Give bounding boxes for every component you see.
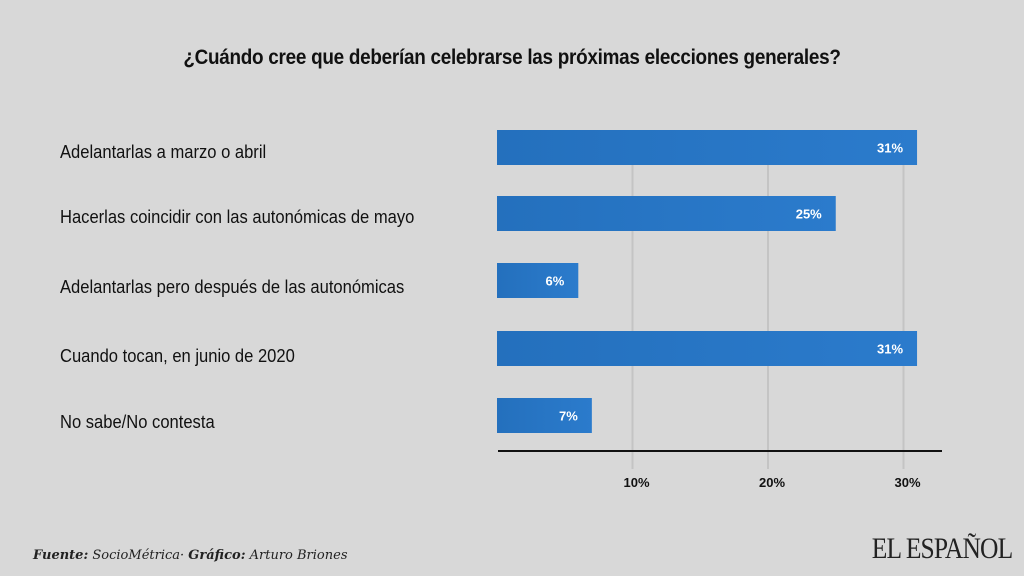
bar: [497, 196, 836, 231]
bar: [497, 263, 579, 298]
category-label: Hacerlas coincidir con las autonómicas d…: [60, 207, 415, 227]
x-tick-label: 20%: [759, 475, 785, 490]
category-label: Adelantarlas pero después de las autonóm…: [60, 277, 405, 297]
bar-value-label: 31%: [877, 342, 903, 357]
x-tick-label: 10%: [623, 475, 649, 490]
category-label: Cuando tocan, en junio de 2020: [60, 346, 295, 366]
x-tick-label: 30%: [894, 475, 920, 490]
bar: [497, 130, 918, 165]
bar-value-label: 31%: [877, 141, 903, 156]
bar-value-label: 25%: [796, 207, 822, 222]
footer-credits: Fuente: SocioMétrica· Gráfico: Arturo Br…: [33, 548, 348, 563]
bar-value-label: 7%: [559, 409, 578, 424]
bar: [497, 398, 592, 433]
bar-value-label: 6%: [546, 274, 565, 289]
bar: [497, 331, 918, 366]
source-value: SocioMétrica·: [88, 548, 189, 563]
category-label: No sabe/No contesta: [60, 412, 215, 432]
source-label: Fuente:: [33, 548, 89, 563]
graphic-label: Gráfico:: [188, 548, 246, 563]
brand-logo: EL ESPAÑOL: [871, 532, 1012, 565]
category-label: Adelantarlas a marzo o abril: [60, 142, 267, 162]
graphic-value: Arturo Briones: [245, 548, 348, 563]
chart-title: ¿Cuándo cree que deberían celebrarse las…: [183, 46, 841, 69]
